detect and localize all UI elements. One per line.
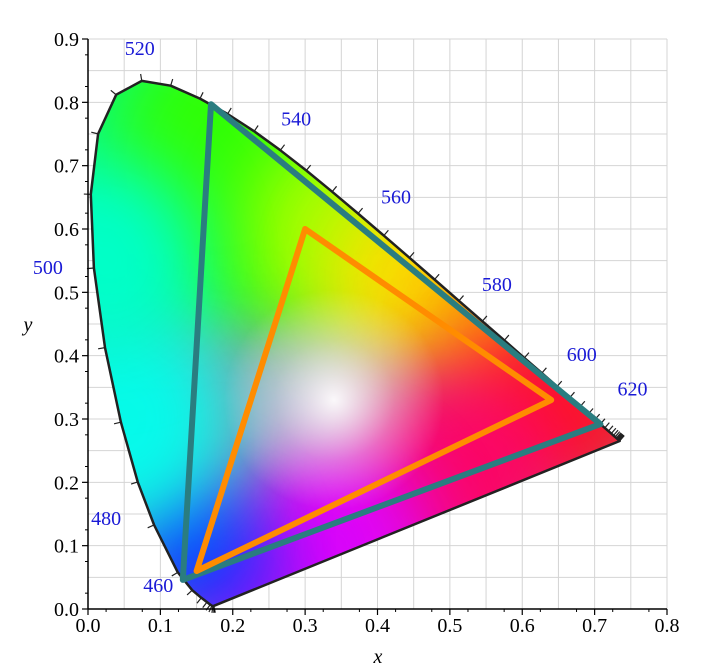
- wavelength-label: 580: [482, 274, 512, 296]
- wavelength-tick: [358, 208, 363, 213]
- x-tick-label: 0.6: [510, 615, 535, 637]
- y-tick-label: 0.3: [54, 409, 79, 431]
- wavelength-tick: [280, 145, 284, 151]
- y-tick-label: 0.4: [54, 346, 79, 368]
- wavelength-tick: [148, 525, 154, 528]
- wavelength-label: 600: [567, 344, 597, 366]
- wavelength-tick: [435, 274, 440, 279]
- y-tick-label: 0.0: [54, 599, 79, 621]
- y-axis-title: y: [22, 314, 33, 336]
- wavelength-tick: [200, 92, 203, 98]
- wavelength-label: 620: [617, 379, 647, 401]
- y-tick-label: 0.8: [54, 92, 79, 114]
- wavelength-label: 540: [281, 108, 311, 130]
- wavelength-tick: [111, 90, 116, 94]
- wavelength-label: 500: [33, 257, 63, 279]
- x-tick-label: 0.2: [220, 615, 245, 637]
- x-axis-title: x: [373, 646, 383, 667]
- x-tick-label: 0.8: [655, 615, 680, 637]
- wavelength-tick: [203, 602, 207, 608]
- y-tick-label: 0.2: [54, 472, 79, 494]
- wavelength-label: 520: [125, 38, 155, 60]
- x-tick-label: 0.1: [148, 615, 173, 637]
- x-tick-label: 0.7: [582, 615, 607, 637]
- x-tick-label: 0.4: [365, 615, 390, 637]
- wavelength-tick: [228, 108, 232, 114]
- wavelength-tick: [171, 79, 173, 86]
- wavelength-tick: [542, 368, 547, 373]
- wavelength-tick: [187, 590, 192, 595]
- wavelength-tick: [197, 598, 201, 603]
- y-tick-label: 0.1: [54, 536, 79, 558]
- wavelength-tick: [608, 426, 613, 431]
- wavelength-tick: [254, 126, 258, 132]
- white-point-glow: [224, 290, 444, 510]
- y-tick-label: 0.5: [54, 282, 79, 304]
- x-tick-label: 0.0: [76, 615, 101, 637]
- wavelength-tick: [141, 74, 142, 81]
- wavelength-tick: [605, 423, 610, 428]
- wavelength-label: 460: [143, 575, 173, 597]
- wavelength-tick: [504, 335, 509, 340]
- wavelength-tick: [459, 296, 464, 301]
- wavelength-label: 480: [91, 508, 121, 530]
- wavelength-tick: [114, 422, 121, 424]
- y-tick-label: 0.9: [54, 29, 79, 51]
- wavelength-tick: [332, 186, 336, 191]
- wavelength-label: 560: [381, 186, 411, 208]
- y-tick-label: 0.6: [54, 219, 79, 241]
- x-tick-label: 0.5: [437, 615, 462, 637]
- wavelength-tick: [384, 230, 389, 235]
- y-tick-label: 0.7: [54, 156, 79, 178]
- x-tick-label: 0.3: [293, 615, 318, 637]
